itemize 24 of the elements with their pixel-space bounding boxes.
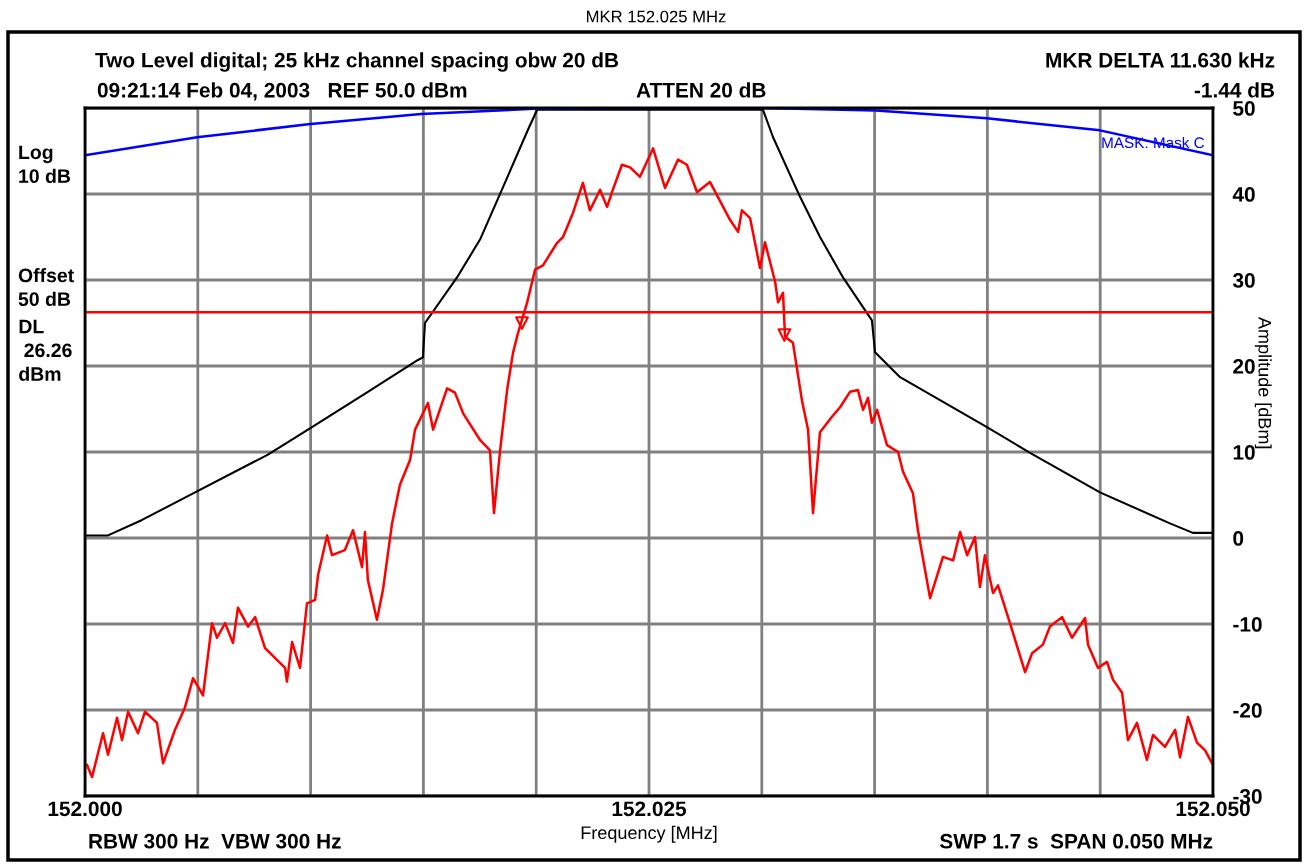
text: MKR DELTA 11.630 kHz	[1046, 52, 1275, 68]
y-tick-label: -20	[1233, 703, 1262, 718]
x-tick-label: 152.025	[612, 801, 687, 817]
y-axis-title: Amplitude [dBm]	[1254, 317, 1272, 449]
text: ATTEN 20 dB	[636, 82, 766, 98]
text: -1.44 dB	[1194, 82, 1275, 98]
text: Log 10 dB	[19, 145, 71, 184]
y-tick-label: 20	[1233, 359, 1255, 374]
y-tick-label: -10	[1233, 617, 1262, 632]
y-tick-label: 40	[1232, 187, 1255, 202]
text: Two Level digital; 25 kHz channel spacing obw 20 dB	[95, 52, 619, 72]
y-tick-label: 10	[1233, 445, 1255, 460]
chart-title: MKR 152.025 MHz	[586, 10, 726, 23]
text: SWP 1.7 s SPAN 0.050 MHz	[939, 833, 1213, 849]
text: RBW 300 Hz VBW 300 Hz	[89, 833, 341, 849]
y-tick-label: 0	[1233, 531, 1244, 546]
text: Offset 50 dB	[18, 268, 74, 307]
x-axis-title: Frequency [MHz]	[581, 825, 717, 843]
y-tick-label: 50	[1233, 101, 1255, 116]
text: 09:21:14 Feb 04, 2003 REF 50.0 dBm	[97, 82, 467, 101]
x-tick-label: 152.000	[48, 801, 122, 817]
ref-line-label: DL 26.26 dBm	[19, 319, 72, 381]
line-series	[85, 147, 1213, 779]
y-tick-label: 30	[1232, 273, 1255, 288]
